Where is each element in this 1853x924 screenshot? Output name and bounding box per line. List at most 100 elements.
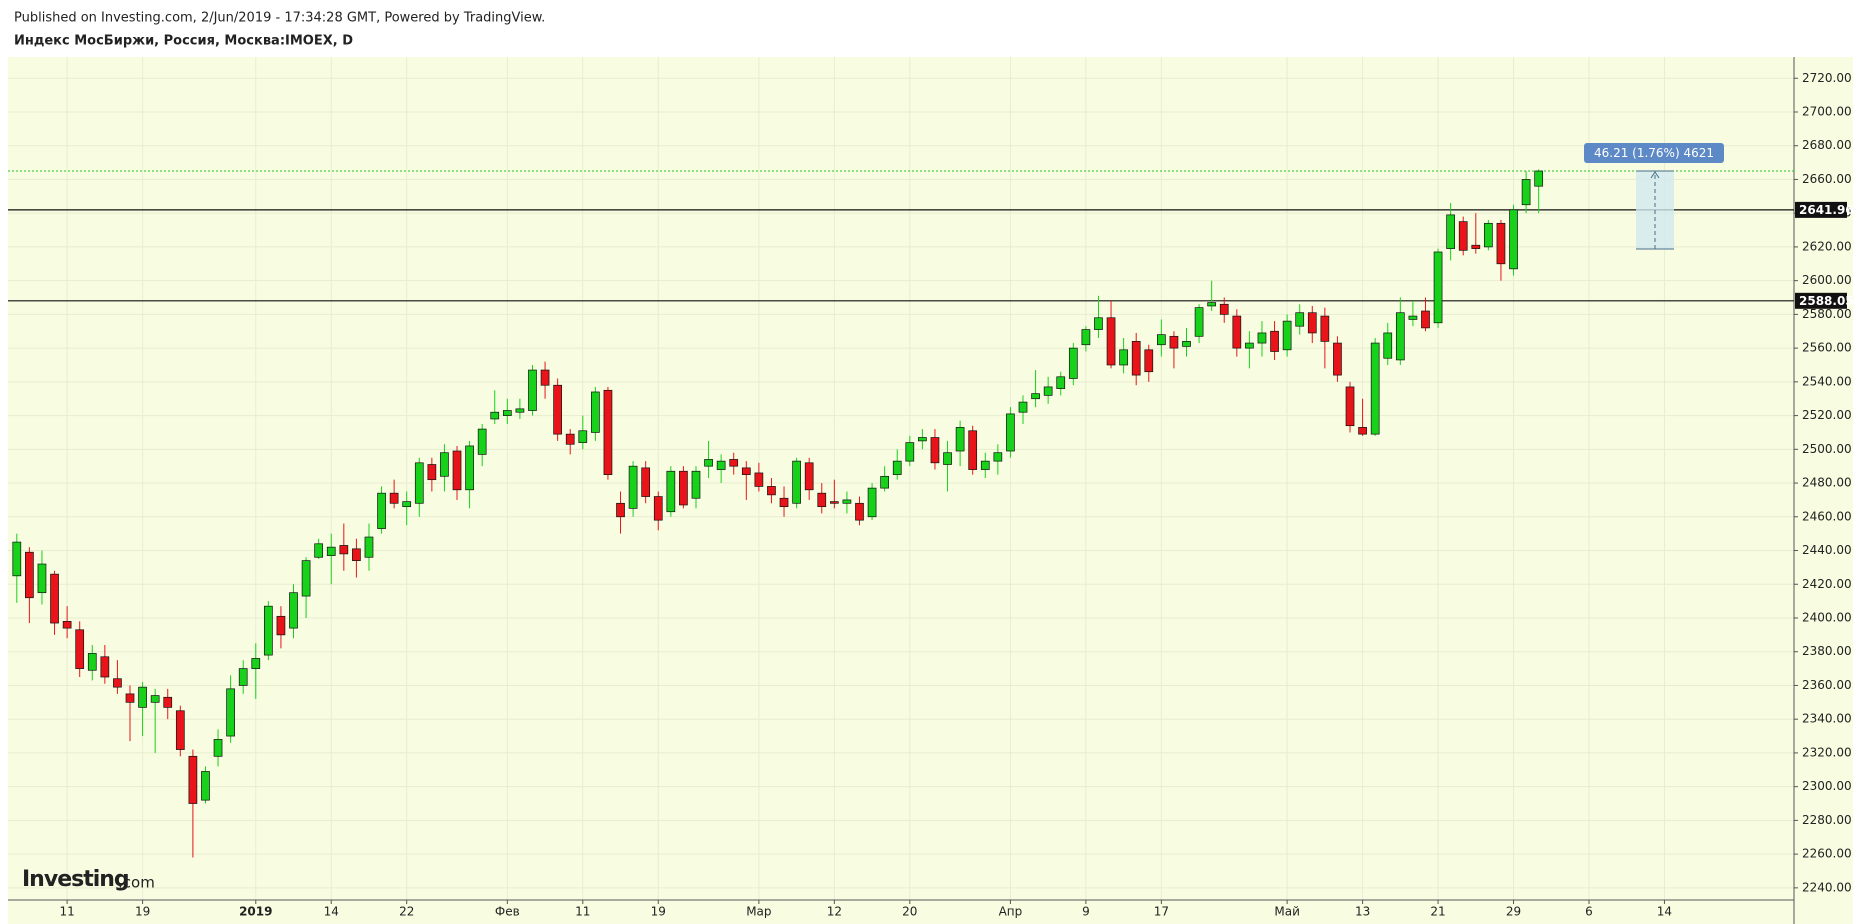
candle-body bbox=[1458, 221, 1468, 251]
candle-body bbox=[616, 502, 625, 518]
candle-body bbox=[301, 560, 311, 597]
candle-body bbox=[377, 492, 386, 529]
candle-body bbox=[1094, 317, 1103, 330]
candle-body bbox=[1182, 341, 1191, 347]
candle-body bbox=[1232, 315, 1242, 349]
y-tick-label: 2340.00 bbox=[1802, 712, 1852, 726]
candle-body bbox=[1018, 401, 1028, 413]
candle-body bbox=[1534, 170, 1544, 187]
y-tick-label: 2400.00 bbox=[1802, 610, 1852, 624]
x-tick-label: Апр bbox=[999, 905, 1023, 919]
candle-body bbox=[251, 658, 261, 669]
candle-body bbox=[364, 536, 374, 558]
candle-body bbox=[113, 678, 122, 688]
candle-body bbox=[477, 428, 487, 455]
candle-body bbox=[528, 369, 537, 411]
candle-body bbox=[829, 501, 839, 504]
candle-body bbox=[1345, 386, 1355, 427]
candle-body bbox=[1270, 330, 1279, 352]
candle-body bbox=[565, 433, 575, 445]
level-label-bg bbox=[1795, 201, 1847, 218]
measure-arrowhead bbox=[1650, 171, 1660, 179]
candle-body bbox=[641, 467, 651, 497]
candle-body bbox=[804, 462, 814, 491]
y-tick-label: 2460.00 bbox=[1802, 509, 1852, 523]
candle-body bbox=[1471, 244, 1481, 249]
candle-body bbox=[1081, 329, 1091, 346]
x-tick-label: 9 bbox=[1082, 905, 1090, 919]
candle-body bbox=[352, 548, 361, 561]
candle-body bbox=[1333, 342, 1342, 376]
y-tick-label: 2560.00 bbox=[1802, 341, 1852, 355]
candle-body bbox=[1509, 209, 1518, 270]
candle-body bbox=[25, 551, 34, 599]
y-tick-label: 2320.00 bbox=[1802, 745, 1852, 759]
candle-body bbox=[1043, 386, 1053, 396]
candle-body bbox=[767, 486, 776, 496]
candle-body bbox=[628, 465, 638, 509]
candle-body bbox=[1358, 427, 1367, 435]
x-tick-label: 29 bbox=[1506, 905, 1521, 919]
candle-body bbox=[1395, 312, 1405, 361]
candle-body bbox=[918, 437, 927, 442]
y-tick-label: 2540.00 bbox=[1802, 374, 1852, 388]
x-tick-label: 14 bbox=[324, 905, 339, 919]
candle-body bbox=[62, 621, 72, 629]
candle-body bbox=[591, 391, 600, 433]
candle-body bbox=[175, 710, 185, 750]
candle-body bbox=[716, 460, 726, 470]
candle-body bbox=[414, 462, 424, 504]
candle-body bbox=[691, 470, 701, 499]
logo-suffix: .com bbox=[118, 874, 155, 892]
y-tick-label: 2600.00 bbox=[1802, 273, 1852, 287]
y-tick-label: 2240.00 bbox=[1802, 880, 1852, 894]
candle-body bbox=[1496, 222, 1506, 265]
candle-body bbox=[1320, 315, 1330, 342]
x-tick-label: Май bbox=[1274, 905, 1300, 919]
candle-body bbox=[993, 452, 1003, 462]
y-tick-label: 2300.00 bbox=[1802, 779, 1852, 793]
candle-body bbox=[1408, 315, 1418, 320]
candle-body bbox=[553, 384, 562, 435]
candle-body bbox=[1521, 179, 1531, 206]
candle-body bbox=[880, 475, 889, 489]
candle-body bbox=[1131, 341, 1141, 376]
y-tick-label: 2620.00 bbox=[1802, 239, 1852, 253]
candle-body bbox=[1370, 342, 1380, 435]
y-tick-label: 2500.00 bbox=[1802, 442, 1852, 456]
y-tick-label: 2660.00 bbox=[1802, 172, 1852, 186]
y-tick-label: 2440.00 bbox=[1802, 543, 1852, 557]
measure-label-bg bbox=[1584, 143, 1724, 163]
candle-body bbox=[578, 430, 588, 443]
x-tick-label: 19 bbox=[135, 905, 150, 919]
x-tick-label: 2019 bbox=[239, 905, 272, 919]
candle-body bbox=[326, 546, 336, 556]
x-tick-label: Фев bbox=[495, 905, 520, 919]
y-tick-label: 2420.00 bbox=[1802, 577, 1852, 591]
candle-body bbox=[1433, 251, 1443, 324]
candle-body bbox=[779, 497, 789, 508]
candle-body bbox=[1383, 332, 1393, 359]
x-tick-label: 11 bbox=[575, 905, 590, 919]
x-tick-label: Мар bbox=[746, 905, 771, 919]
x-tick-label: 19 bbox=[651, 905, 666, 919]
candle-body bbox=[754, 472, 764, 487]
y-tick-label: 2360.00 bbox=[1802, 678, 1852, 692]
candle-body bbox=[138, 686, 147, 708]
logo-name: Investing bbox=[22, 867, 129, 892]
candle-body bbox=[163, 696, 173, 708]
candle-body bbox=[1295, 312, 1305, 327]
candle-body bbox=[741, 467, 751, 475]
candle-body bbox=[440, 452, 449, 477]
candle-body bbox=[339, 545, 349, 555]
level-label-bg bbox=[1795, 292, 1847, 309]
candle-body bbox=[955, 427, 965, 452]
candle-body bbox=[943, 452, 952, 465]
candle-body bbox=[1068, 347, 1078, 379]
candle-body bbox=[1421, 310, 1430, 329]
candle-body bbox=[515, 408, 525, 413]
candle-body bbox=[867, 487, 877, 518]
level-label: 2641.96 bbox=[1799, 203, 1853, 217]
candle-body bbox=[729, 459, 739, 467]
